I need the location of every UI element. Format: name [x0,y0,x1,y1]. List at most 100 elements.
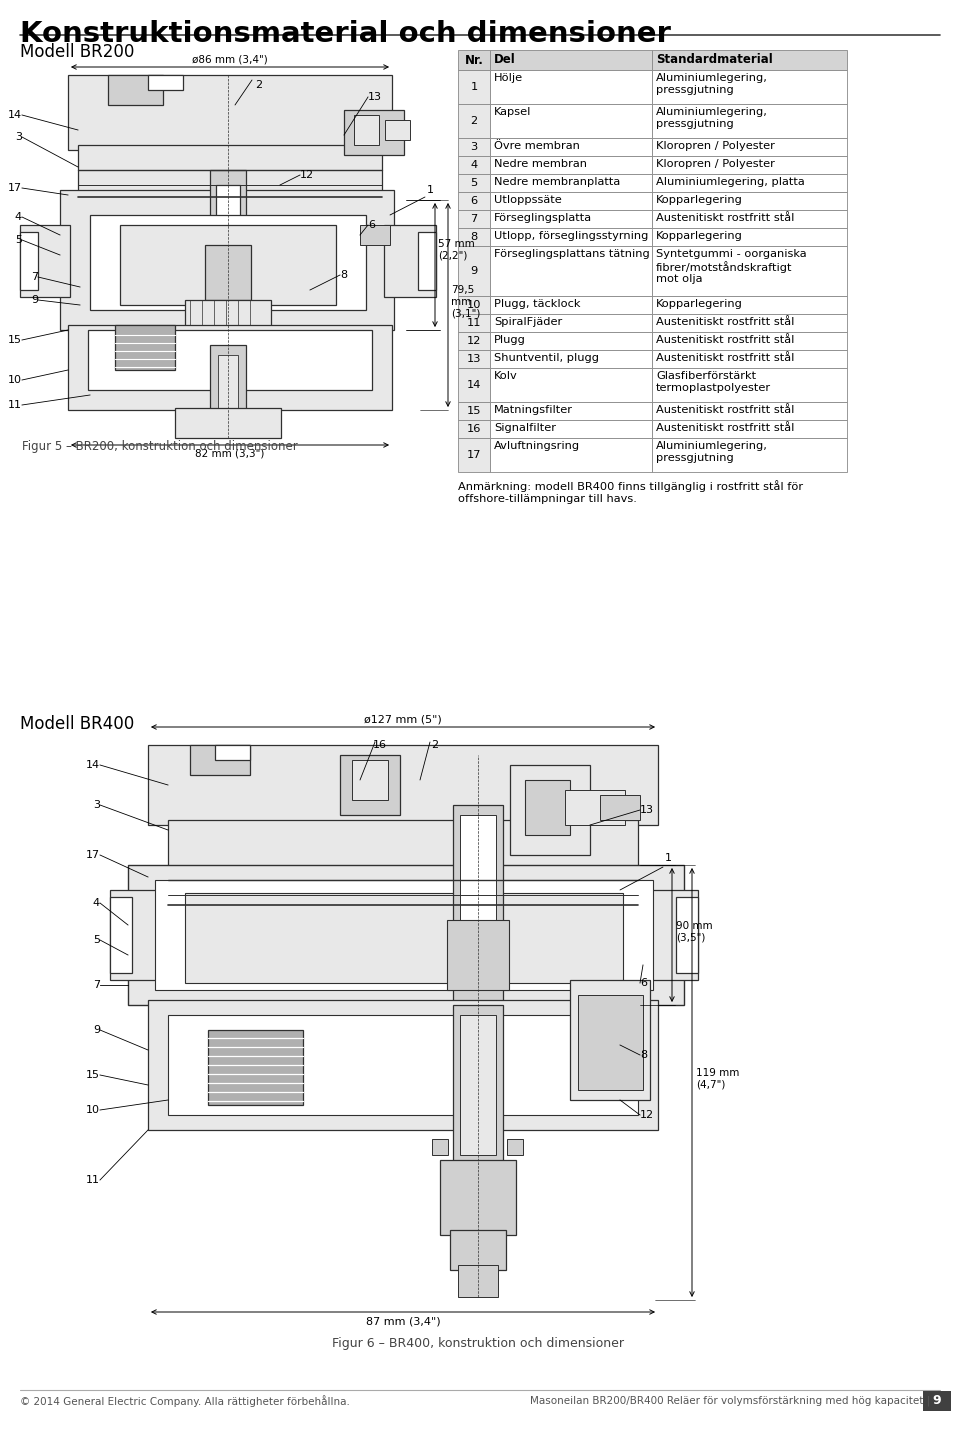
Bar [490,104,652,139]
Bar [652,350,847,368]
Text: 13: 13 [368,92,382,103]
Bar [190,746,250,775]
Text: 12: 12 [467,337,481,345]
Bar [168,1014,638,1116]
Text: Austenitiskt rostfritt stål: Austenitiskt rostfritt stål [656,212,794,223]
Text: Standardmaterial: Standardmaterial [656,53,773,66]
Text: 16: 16 [467,423,481,434]
Text: 9: 9 [93,1025,100,1035]
Text: Austenitiskt rostfritt stål: Austenitiskt rostfritt stål [656,423,794,434]
Bar [652,332,847,350]
Bar [432,1139,448,1155]
Text: Signalfilter: Signalfilter [494,423,556,434]
Bar [60,189,394,329]
Text: 5: 5 [470,178,478,188]
Text: 17: 17 [85,850,100,860]
Text: Shuntventil, plugg: Shuntventil, plugg [494,353,599,363]
Text: 1: 1 [665,853,672,863]
Bar [490,296,652,314]
Text: Nedre membranplatta: Nedre membranplatta [494,176,620,186]
Bar [507,1139,523,1155]
Bar [110,897,132,972]
Bar [490,69,652,104]
Bar [490,420,652,438]
Text: Austenitiskt rostfritt stål: Austenitiskt rostfritt stål [656,353,794,363]
Text: 6: 6 [368,220,375,230]
Bar [490,210,652,228]
Bar [490,332,652,350]
Text: 5: 5 [15,236,22,246]
Bar [652,246,847,296]
Bar [458,296,490,314]
Bar [340,754,400,815]
Text: 3: 3 [470,142,478,152]
Bar [490,192,652,210]
Text: Kloropren / Polyester: Kloropren / Polyester [656,142,775,150]
Bar [168,819,638,880]
Text: 82 mm (3,3"): 82 mm (3,3") [195,449,265,460]
Text: 7: 7 [93,980,100,990]
Text: Aluminiumlegering, platta: Aluminiumlegering, platta [656,176,804,186]
Bar [384,225,436,298]
Text: 6: 6 [470,197,477,207]
Bar [458,368,490,402]
Text: 119 mm
(4,7"): 119 mm (4,7") [696,1068,739,1090]
Text: ø86 mm (3,4"): ø86 mm (3,4") [192,53,268,64]
Text: Aluminiumlegering,
pressgjutning: Aluminiumlegering, pressgjutning [656,441,768,462]
Bar [923,1392,951,1410]
Text: Del: Del [494,53,516,66]
Bar [652,296,847,314]
Bar [385,120,410,140]
Text: 11: 11 [8,400,22,410]
Text: Förseglingsplattans tätning: Förseglingsplattans tätning [494,249,650,259]
Text: Aluminiumlegering,
pressgjutning: Aluminiumlegering, pressgjutning [656,74,768,94]
Bar [458,228,490,246]
Bar [218,355,238,425]
Text: 2: 2 [431,740,439,750]
Bar [110,890,165,980]
Text: 14: 14 [8,110,22,120]
Bar [460,815,496,990]
Text: Förseglingsplatta: Förseglingsplatta [494,212,592,223]
Text: Matningsfilter: Matningsfilter [494,405,573,415]
Text: Plugg, täcklock: Plugg, täcklock [494,299,581,309]
Text: 10: 10 [86,1105,100,1116]
Text: Aluminiumlegering,
pressgjutning: Aluminiumlegering, pressgjutning [656,107,768,129]
Text: 57 mm
(2,2"): 57 mm (2,2") [438,240,475,260]
Text: 15: 15 [8,335,22,345]
Text: 17: 17 [467,449,481,460]
Bar [490,402,652,420]
Bar [652,228,847,246]
Bar [453,805,503,1006]
Text: 5: 5 [93,935,100,945]
Bar [458,139,490,156]
Text: ø127 mm (5"): ø127 mm (5") [364,714,442,724]
Bar [458,192,490,210]
Text: 15: 15 [86,1069,100,1079]
Text: 9: 9 [31,295,38,305]
Bar [460,1014,496,1155]
Bar [652,139,847,156]
Bar [490,51,652,69]
Text: 9: 9 [470,266,478,276]
Text: Syntetgummi - oorganiska
fibrer/motståndskraftigt
mot olja: Syntetgummi - oorganiska fibrer/motstånd… [656,249,806,285]
Bar [652,156,847,173]
Text: Masoneilan BR200/BR400 Reläer för volymsförstärkning med hög kapacitet | 9: Masoneilan BR200/BR400 Reläer för volyms… [530,1394,940,1406]
Text: 15: 15 [467,406,481,416]
Text: Anmärkning: modell BR400 finns tillgänglig i rostfritt stål för
offshore-tillämp: Anmärkning: modell BR400 finns tillgängl… [458,480,804,503]
Text: Konstruktionsmaterial och dimensioner: Konstruktionsmaterial och dimensioner [20,20,671,48]
Bar [344,110,404,155]
Bar [108,75,163,105]
Bar [652,173,847,192]
Bar [450,1230,506,1270]
Text: 90 mm
(3,5"): 90 mm (3,5") [676,922,712,942]
Text: Plugg: Plugg [494,335,526,345]
Text: 6: 6 [640,978,647,988]
Bar [360,225,390,246]
Text: 11: 11 [86,1175,100,1185]
Bar [652,402,847,420]
Bar [652,314,847,332]
Bar [453,1006,503,1165]
Bar [458,210,490,228]
Text: 4: 4 [470,160,477,171]
